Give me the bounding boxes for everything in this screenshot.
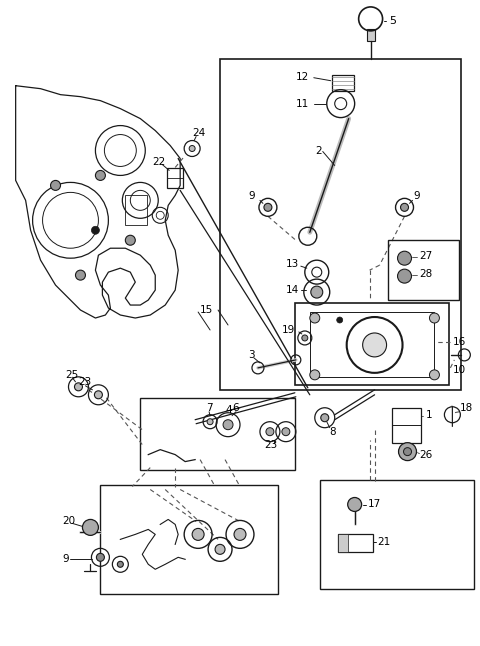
Text: 27: 27	[420, 251, 433, 261]
Bar	[140, 398, 295, 470]
Circle shape	[311, 286, 323, 298]
Text: 3: 3	[248, 350, 254, 360]
Circle shape	[430, 313, 439, 323]
Circle shape	[398, 443, 417, 461]
Text: 28: 28	[420, 269, 433, 279]
Circle shape	[363, 333, 386, 357]
Text: 13: 13	[286, 259, 299, 269]
Bar	[100, 484, 278, 594]
Circle shape	[264, 203, 272, 211]
Circle shape	[430, 370, 439, 380]
Circle shape	[404, 448, 411, 455]
Text: 2: 2	[315, 145, 322, 156]
Circle shape	[234, 528, 246, 540]
Circle shape	[96, 171, 106, 180]
Circle shape	[207, 419, 213, 424]
Text: 22: 22	[152, 158, 166, 167]
Bar	[125, 195, 147, 225]
Bar	[295, 303, 449, 385]
Bar	[338, 534, 348, 552]
Text: 14: 14	[286, 285, 299, 295]
Circle shape	[74, 383, 83, 391]
Circle shape	[321, 413, 329, 422]
Circle shape	[397, 269, 411, 283]
Text: 17: 17	[368, 499, 381, 510]
Circle shape	[75, 270, 85, 280]
Text: 26: 26	[420, 450, 433, 459]
Circle shape	[192, 528, 204, 540]
Text: 19: 19	[282, 325, 295, 335]
Text: 9: 9	[248, 191, 254, 202]
Text: 1: 1	[425, 410, 432, 420]
Text: 10: 10	[452, 365, 466, 375]
Bar	[392, 408, 421, 443]
Circle shape	[310, 313, 320, 323]
Circle shape	[397, 251, 411, 265]
Text: 24: 24	[192, 127, 205, 138]
Text: 20: 20	[62, 516, 76, 526]
Text: 8: 8	[330, 427, 336, 437]
Bar	[332, 75, 354, 90]
Text: 21: 21	[378, 537, 391, 547]
Bar	[367, 29, 374, 41]
Text: 18: 18	[459, 402, 473, 413]
Bar	[387, 240, 459, 300]
Circle shape	[189, 145, 195, 152]
Circle shape	[348, 497, 361, 512]
Circle shape	[266, 428, 274, 435]
Circle shape	[125, 235, 135, 245]
Circle shape	[215, 545, 225, 554]
Bar	[338, 534, 372, 552]
Bar	[167, 169, 183, 189]
Circle shape	[223, 420, 233, 430]
Circle shape	[91, 226, 99, 234]
Text: 4: 4	[225, 405, 232, 415]
Circle shape	[83, 519, 98, 536]
Circle shape	[336, 317, 343, 323]
Circle shape	[50, 180, 60, 191]
Text: 25: 25	[65, 370, 79, 380]
Circle shape	[302, 335, 308, 341]
Text: 15: 15	[200, 305, 214, 315]
Text: 9: 9	[62, 554, 69, 565]
Text: 23: 23	[264, 440, 277, 450]
Circle shape	[96, 554, 104, 561]
Circle shape	[95, 391, 102, 399]
Bar	[320, 479, 474, 589]
Text: 9: 9	[413, 191, 420, 202]
Circle shape	[400, 203, 408, 211]
Text: 7: 7	[206, 402, 213, 413]
Text: 16: 16	[452, 337, 466, 347]
Bar	[310, 312, 434, 377]
Text: 5: 5	[390, 16, 396, 26]
Bar	[220, 59, 461, 390]
Text: 23: 23	[78, 377, 92, 387]
Circle shape	[310, 370, 320, 380]
Text: 11: 11	[296, 99, 309, 109]
Circle shape	[117, 561, 123, 567]
Circle shape	[282, 428, 290, 435]
Text: 6: 6	[232, 402, 239, 413]
Text: 12: 12	[296, 72, 309, 81]
